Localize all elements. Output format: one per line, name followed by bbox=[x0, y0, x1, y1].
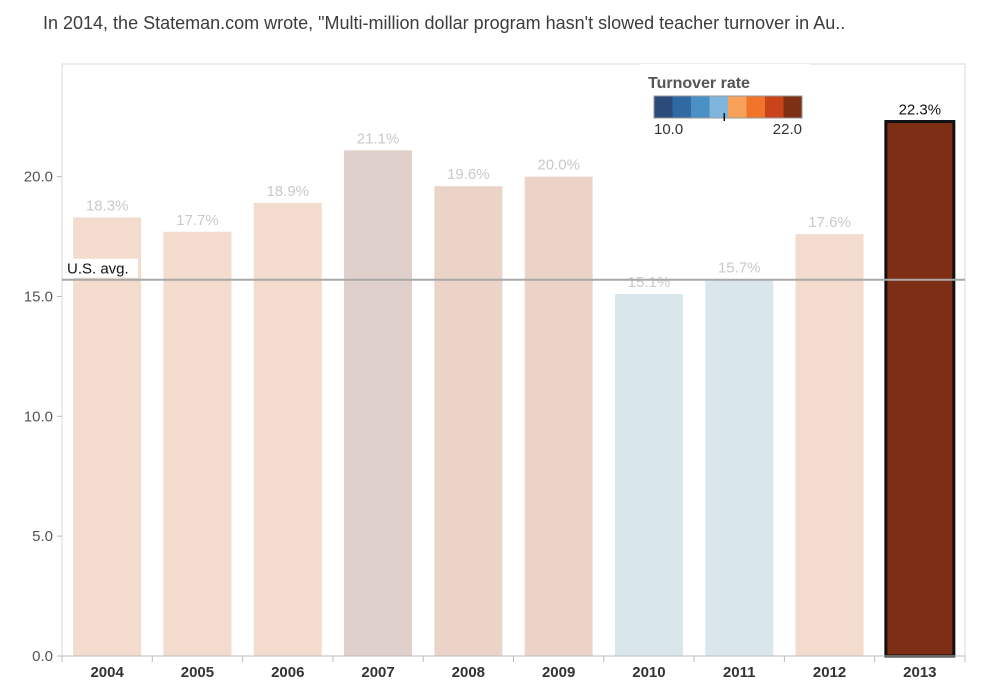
us-average-line-group: U.S. avg. bbox=[62, 258, 965, 281]
us-average-label-bg bbox=[64, 258, 138, 278]
legend-swatch bbox=[654, 96, 673, 118]
legend-swatch bbox=[746, 96, 765, 118]
bar-2013[interactable] bbox=[884, 120, 956, 658]
bar-value-label: 18.3% bbox=[86, 197, 129, 214]
legend-swatch bbox=[783, 96, 802, 118]
legend-title: Turnover rate bbox=[648, 75, 750, 92]
legend-swatch bbox=[709, 96, 728, 118]
legend-min-label: 10.0 bbox=[654, 121, 683, 138]
x-tick-label: 2010 bbox=[632, 664, 665, 681]
bar-value-label: 17.7% bbox=[176, 212, 219, 229]
legend-scale-border bbox=[653, 95, 803, 119]
x-tick-label: 2008 bbox=[452, 664, 485, 681]
bar-value-label: 19.6% bbox=[447, 166, 490, 183]
color-legend: Turnover rate 10.0 22.0 bbox=[640, 64, 810, 146]
legend-swatch bbox=[765, 96, 784, 118]
x-tick-label: 2005 bbox=[181, 664, 214, 681]
bar-2009[interactable] bbox=[524, 176, 593, 656]
y-tick-label: 5.0 bbox=[32, 528, 53, 545]
chart-title: In 2014, the Stateman.com wrote, "Multi-… bbox=[43, 13, 846, 33]
x-tick-label: 2011 bbox=[723, 664, 756, 681]
x-tick-label: 2009 bbox=[542, 664, 575, 681]
bar-2012[interactable] bbox=[795, 234, 864, 656]
x-tick-label: 2006 bbox=[271, 664, 304, 681]
bar-2010[interactable] bbox=[614, 294, 683, 656]
bar-value-label: 20.0% bbox=[537, 157, 580, 174]
bar-value-label: 17.6% bbox=[808, 214, 851, 231]
x-axis: 2004 2005 2006 2007 2008 2009 2010 2011 2012 2013 bbox=[61, 655, 966, 681]
bars-group bbox=[73, 120, 956, 658]
y-tick-label: 0.0 bbox=[32, 648, 53, 665]
bar-value-label: 21.1% bbox=[357, 130, 400, 147]
bar-2011[interactable] bbox=[705, 279, 774, 656]
bar-value-label: 18.9% bbox=[266, 183, 309, 200]
legend-swatch bbox=[691, 96, 710, 118]
bar-value-label: 15.1% bbox=[628, 274, 671, 291]
y-tick-label: 15.0 bbox=[24, 288, 53, 305]
x-tick-label: 2013 bbox=[903, 664, 936, 681]
legend-swatch bbox=[672, 96, 691, 118]
x-tick-label: 2007 bbox=[361, 664, 394, 681]
bar-labels-group: 18.3% 17.7% 18.9% 21.1% 19.6% 20.0% 15.1% 15.7%… bbox=[86, 102, 941, 292]
legend-max-label: 22.0 bbox=[773, 121, 802, 138]
y-axis: 0.0 5.0 10.0 15.0 20.0 bbox=[24, 169, 62, 665]
bar-2004[interactable] bbox=[73, 217, 142, 657]
x-tick-label: 2004 bbox=[90, 664, 124, 681]
us-average-label: U.S. avg. bbox=[67, 261, 129, 278]
bar-value-label: 15.7% bbox=[718, 260, 761, 277]
y-tick-label: 20.0 bbox=[24, 169, 53, 186]
legend-swatch bbox=[728, 96, 747, 118]
bar-2006[interactable] bbox=[253, 203, 322, 656]
x-tick-label: 2012 bbox=[813, 664, 846, 681]
bar-2005[interactable] bbox=[163, 231, 232, 656]
bar-value-label: 22.3% bbox=[899, 102, 942, 119]
bar-2008[interactable] bbox=[434, 186, 503, 657]
y-tick-label: 10.0 bbox=[24, 408, 53, 425]
bar-2007[interactable] bbox=[344, 150, 413, 657]
